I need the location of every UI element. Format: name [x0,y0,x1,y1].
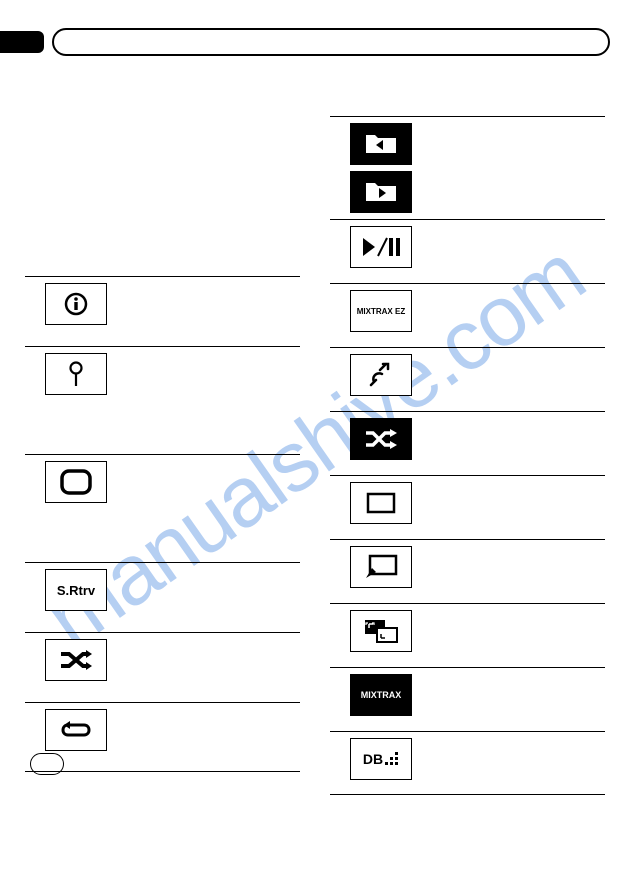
shuffle-x-icon[interactable] [45,639,107,681]
row-connect [330,347,605,411]
search-icon[interactable] [45,353,107,395]
db-icon[interactable]: DB [350,738,412,780]
connect-icon[interactable] [350,354,412,396]
header-bar [0,0,630,56]
pip-icon[interactable] [350,610,412,652]
row-mixtrax-ez: MIXTRAX EZ [330,283,605,347]
right-column: MIXTRAX EZ [330,116,605,795]
info-icon[interactable] [45,283,107,325]
touch-screen-icon[interactable] [350,546,412,588]
page-number-pill [30,753,64,775]
title-pill [52,28,610,56]
play-pause-icon[interactable] [350,226,412,268]
row-db: DB [330,731,605,795]
mixtrax-button[interactable]: MIXTRAX [350,674,412,716]
row-screen [330,475,605,539]
row-mixtrax: MIXTRAX [330,667,605,731]
folder-prev-icon[interactable] [350,123,412,165]
page-tab [0,31,44,53]
mixtrax-ez-button[interactable]: MIXTRAX EZ [350,290,412,332]
row-pip [330,603,605,667]
row-shuffle-x [25,632,300,702]
page-content: S.Rtrv [0,0,630,795]
columns: S.Rtrv [0,56,630,795]
row-play-pause [330,219,605,283]
tv-icon[interactable] [45,461,107,503]
row-touch-screen [330,539,605,603]
shuffle-icon[interactable] [350,418,412,460]
repeat-icon[interactable] [45,709,107,751]
left-column: S.Rtrv [25,116,300,795]
row-tv [25,454,300,562]
row-shuffle [330,411,605,475]
row-repeat [25,702,300,772]
srtrv-button[interactable]: S.Rtrv [45,569,107,611]
row-srtrv: S.Rtrv [25,562,300,632]
folder-next-icon[interactable] [350,171,412,213]
row-info [25,276,300,346]
screen-icon[interactable] [350,482,412,524]
row-search [25,346,300,454]
row-folders [330,116,605,219]
